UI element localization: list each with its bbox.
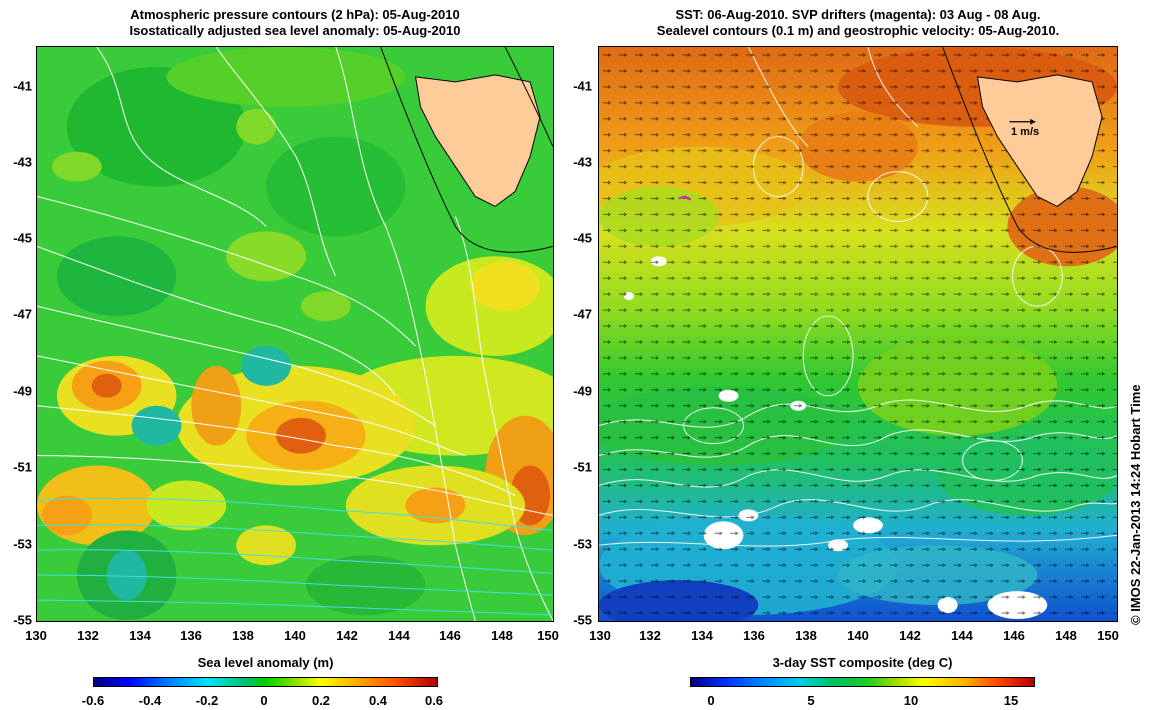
right-xtick-138: 138 [795,628,817,643]
left-xtick-146: 146 [439,628,461,643]
left-xtick-150: 150 [537,628,559,643]
sst-map[interactable]: 1 m/s [598,46,1118,622]
cyan-contours [37,497,553,616]
right-ytick-43: -43 [573,154,592,170]
left-xtick-130: 130 [25,628,47,643]
right-ytick-41: -41 [573,78,592,94]
left-ytick-43: -43 [13,154,32,170]
right-ytick-49: -49 [573,383,592,399]
right-xtick-132: 132 [639,628,661,643]
velocity-scale-arrow [1009,118,1036,125]
left-cbar-label: 0.4 [368,693,388,708]
velocity-scale-label: 1 m/s [1011,126,1040,138]
right-xtick-148: 148 [1055,628,1077,643]
right-cbar-label: 10 [903,693,919,708]
right-title-line-1: SST: 06-Aug-2010. SVP drifters (magenta)… [675,7,1041,22]
right-cbar-label: 5 [807,693,815,708]
left-ytick-53: -53 [13,536,32,552]
left-panel-title: Atmospheric pressure contours (2 hPa): 0… [36,7,554,39]
right-ytick-47: -47 [573,306,592,322]
left-ytick-41: -41 [13,78,32,94]
right-xtick-134: 134 [691,628,713,643]
left-cbar-label: 0 [260,693,268,708]
left-xtick-138: 138 [232,628,254,643]
tasmania-land [942,47,1117,253]
left-ytick-51: -51 [13,459,32,475]
left-xtick-134: 134 [129,628,151,643]
right-colorbar-title: 3-day SST composite (deg C) [772,655,953,670]
left-ytick-55: -55 [13,612,32,628]
right-ytick-51: -51 [573,459,592,475]
left-xtick-142: 142 [336,628,358,643]
left-cbar-label: -0.4 [138,693,162,708]
right-cbar-label: 0 [707,693,715,708]
right-xtick-144: 144 [951,628,973,643]
sst-field [599,47,1117,621]
right-xtick-136: 136 [743,628,765,643]
right-xtick-146: 146 [1003,628,1025,643]
right-xtick-150: 150 [1097,628,1119,643]
left-xtick-132: 132 [77,628,99,643]
right-panel-title: SST: 06-Aug-2010. SVP drifters (magenta)… [598,7,1118,39]
left-xtick-140: 140 [284,628,306,643]
left-xtick-144: 144 [388,628,410,643]
pressure-contours [37,47,553,621]
right-xtick-140: 140 [847,628,869,643]
left-ytick-47: -47 [13,306,32,322]
right-ytick-53: -53 [573,536,592,552]
left-title-line-1: Atmospheric pressure contours (2 hPa): 0… [130,7,460,22]
left-cbar-label: -0.2 [195,693,219,708]
left-colorbar [93,677,438,687]
tasmania-land [380,47,553,253]
left-colorbar-title: Sea level anomaly (m) [197,655,334,670]
left-cbar-label: 0.2 [311,693,331,708]
sea-level-anomaly-field [37,47,553,621]
credit-text: © IMOS 22-Jan-2013 14:24 Hobart Time [1128,384,1143,625]
right-xtick-130: 130 [589,628,611,643]
right-title-line-2: Sealevel contours (0.1 m) and geostrophi… [656,23,1060,38]
right-colorbar [690,677,1035,687]
right-xtick-142: 142 [899,628,921,643]
left-title-line-2: Isostatically adjusted sea level anomaly… [129,23,461,38]
left-xtick-148: 148 [491,628,513,643]
left-cbar-label: -0.6 [81,693,105,708]
left-xtick-136: 136 [180,628,202,643]
right-ytick-55: -55 [573,612,592,628]
left-ytick-45: -45 [13,230,32,246]
right-cbar-label: 15 [1003,693,1019,708]
svp-drifter-track [678,195,692,201]
left-ytick-49: -49 [13,383,32,399]
right-ytick-45: -45 [573,230,592,246]
left-cbar-label: 0.6 [424,693,444,708]
sea-level-anomaly-map[interactable] [36,46,554,622]
